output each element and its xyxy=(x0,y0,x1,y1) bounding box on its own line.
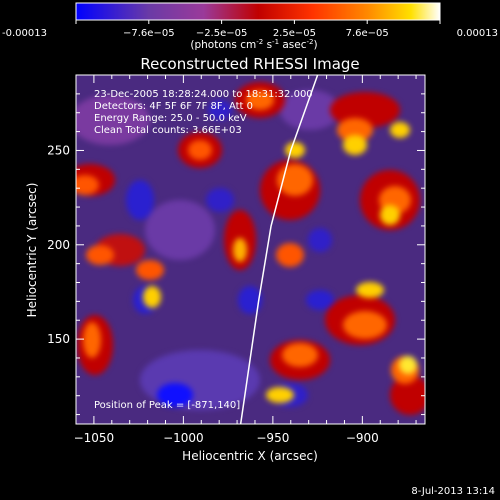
info-line: Clean Total counts: 3.66E+03 xyxy=(94,125,242,136)
colorbar-tick-labels: -0.00013 −7.6e−05 −2.5e−05 2.5e−05 7.6e−05 0.… xyxy=(2,28,498,39)
y-axis-ticks: 150 200 250 xyxy=(47,74,425,416)
colorbar-tick-label: −2.5e−05 xyxy=(196,28,248,39)
colorbar-tick-label: -0.00013 xyxy=(2,28,47,39)
x-tick-label: −900 xyxy=(346,431,379,445)
solar-limb-line xyxy=(239,75,319,424)
y-tick-label: 250 xyxy=(47,143,70,157)
plot-frame xyxy=(75,74,426,425)
colorbar-tick-label: 0.00013 xyxy=(457,28,498,39)
info-line: Detectors: 4F 5F 6F 7F 8F, Att 0 xyxy=(94,101,253,112)
chart-title: Reconstructed RHESSI Image xyxy=(140,55,359,73)
heatmap-image xyxy=(76,75,425,424)
y-tick-label: 150 xyxy=(47,332,70,346)
info-line: 23-Dec-2005 18:28:24.000 to 18:31:32.000 xyxy=(94,89,313,100)
colorbar-ticks xyxy=(75,20,441,24)
peak-position-label: Position of Peak = [-871,140] xyxy=(94,400,240,411)
colorbar-tick-label: −7.6e−05 xyxy=(123,28,175,39)
colorbar-tick-label: 2.5e−05 xyxy=(273,28,316,39)
footer-timestamp: 8-Jul-2013 13:14 xyxy=(411,486,495,497)
observation-info: 23-Dec-2005 18:28:24.000 to 18:31:32.000… xyxy=(94,89,313,136)
x-tick-label: −1000 xyxy=(163,431,204,445)
colorbar xyxy=(75,2,441,21)
colorbar-unit-label: (photons cm-2 s-1 asec-2) xyxy=(190,38,317,51)
heatmap-blobs xyxy=(76,82,425,415)
info-line: Energy Range: 25.0 - 50.0 keV xyxy=(94,113,247,124)
y-tick-label: 200 xyxy=(47,238,70,252)
y-axis-label: Heliocentric Y (arcsec) xyxy=(25,183,39,318)
x-axis-label: Heliocentric X (arcsec) xyxy=(182,449,318,463)
x-tick-label: −1050 xyxy=(74,431,115,445)
x-axis-ticks: −1050 −1000 −950 −900 xyxy=(74,75,417,445)
colorbar-tick-label: 7.6e−05 xyxy=(346,28,389,39)
x-tick-label: −950 xyxy=(256,431,289,445)
